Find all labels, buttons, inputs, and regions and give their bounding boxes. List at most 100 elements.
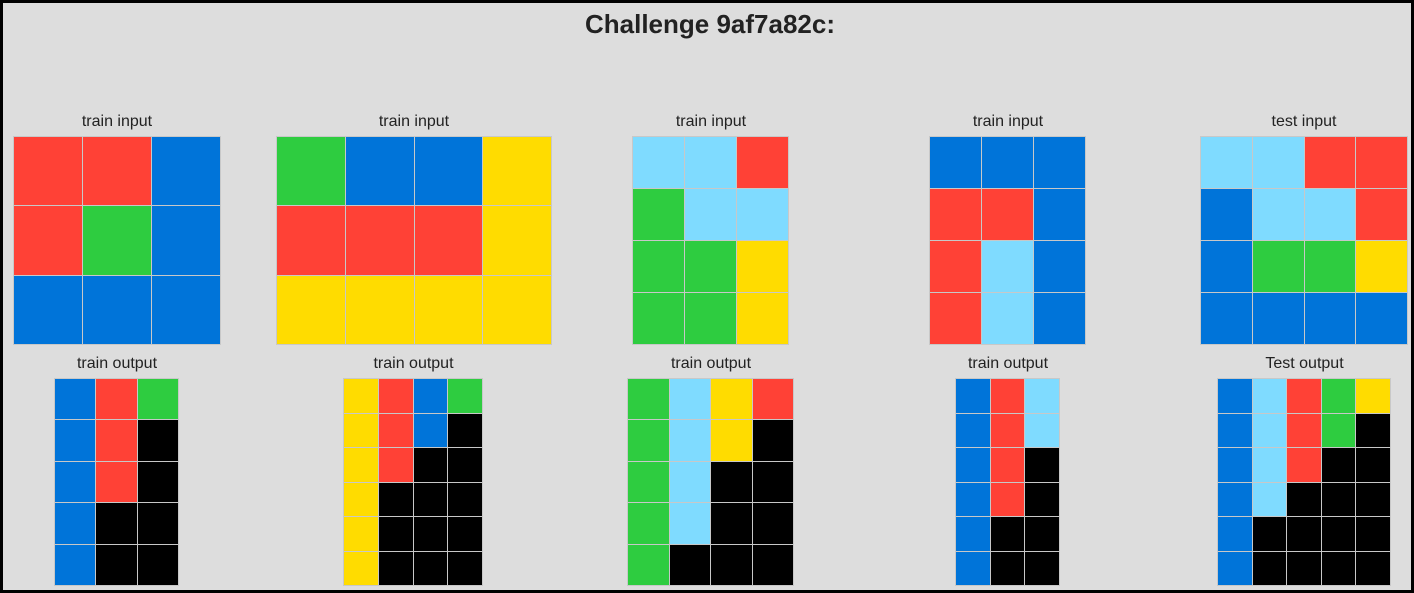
grid-cell [685, 189, 736, 240]
grid-cell [956, 517, 990, 551]
grid-cell [483, 137, 551, 206]
panel-4-output-label: train output [967, 355, 1049, 372]
grid-cell [483, 275, 551, 344]
grid-cell [96, 544, 137, 585]
grid-cell [711, 544, 752, 585]
grid-cell [930, 241, 981, 292]
grid-cell [14, 206, 82, 275]
grid-cell [448, 482, 482, 516]
grid-cell [1252, 379, 1287, 413]
grid-cell [990, 482, 1025, 516]
grid-cell [1218, 379, 1252, 413]
grid-cell [711, 379, 752, 420]
grid-cell [152, 206, 220, 275]
panel-1-input-label: train input [81, 113, 153, 130]
grid-cell [345, 137, 414, 206]
grid-cell [1321, 448, 1356, 482]
grid-cell [1201, 241, 1252, 292]
grid-cell [448, 517, 482, 551]
grid-cell [633, 293, 684, 344]
grid-cell [344, 448, 378, 482]
grid-cell [1218, 413, 1252, 447]
panel-3-input-grid [632, 136, 789, 345]
grid-cell [956, 448, 990, 482]
grid-cell [55, 379, 96, 420]
grid-cell [413, 517, 448, 551]
grid-cell [930, 189, 981, 240]
grid-cell [1304, 189, 1356, 240]
grid-cell [930, 137, 981, 188]
grid-cell [1252, 413, 1287, 447]
grid-cell [345, 206, 414, 275]
panel-5-output-label: Test output [1265, 355, 1344, 372]
grid-cell [344, 379, 378, 413]
grid-cell [378, 482, 413, 516]
panel-2-input-grid [276, 136, 552, 345]
grid-cell [96, 379, 137, 420]
grid-cell [669, 503, 710, 544]
grid-cell [633, 137, 684, 188]
grid-cell [711, 503, 752, 544]
grid-cell [1287, 551, 1321, 585]
grid-cell [737, 241, 788, 292]
panel-2-output-grid [343, 378, 483, 586]
grid-cell [413, 448, 448, 482]
grid-cell [990, 551, 1025, 585]
grid-cell [1304, 241, 1356, 292]
grid-cell [55, 503, 96, 544]
panel-1-output-grid [54, 378, 179, 586]
grid-cell [669, 379, 710, 420]
panel-2-output-label: train output [373, 355, 454, 372]
grid-cell [344, 551, 378, 585]
grid-cell [1201, 189, 1252, 240]
grid-cell [1287, 448, 1321, 482]
grid-cell [137, 379, 178, 420]
panel-5-output-grid [1217, 378, 1391, 586]
grid-cell [711, 420, 752, 461]
grid-cell [685, 293, 736, 344]
grid-cell [1218, 517, 1252, 551]
grid-cell [737, 293, 788, 344]
grid-cell [1252, 137, 1304, 188]
grid-cell [137, 503, 178, 544]
grid-cell [414, 275, 483, 344]
grid-cell [982, 241, 1033, 292]
panel-3-input-label: train input [675, 113, 747, 130]
grid-cell [669, 420, 710, 461]
grid-cell [1356, 517, 1390, 551]
grid-cell [1356, 413, 1390, 447]
grid-cell [137, 544, 178, 585]
panel-1-input-grid [13, 136, 221, 345]
grid-cell [378, 448, 413, 482]
grid-cell [1287, 482, 1321, 516]
grid-cell [752, 503, 793, 544]
grid-cell [628, 503, 669, 544]
grid-cell [633, 241, 684, 292]
grid-cell [277, 275, 345, 344]
grid-cell [1201, 293, 1252, 344]
grid-cell [1356, 137, 1407, 188]
grid-cell [1025, 517, 1059, 551]
panel-2-input-label: train input [378, 113, 450, 130]
grid-cell [448, 448, 482, 482]
panel-5-input-label: test input [1271, 113, 1337, 130]
grid-cell [1252, 448, 1287, 482]
grid-cell [448, 413, 482, 447]
grid-cell [1356, 379, 1390, 413]
grid-cell [1321, 379, 1356, 413]
grid-cell [1025, 551, 1059, 585]
grid-cell [1321, 413, 1356, 447]
grid-cell [628, 379, 669, 420]
panel-3-output-label: train output [670, 355, 752, 372]
grid-cell [1287, 413, 1321, 447]
grid-cell [1356, 293, 1407, 344]
grid-cell [96, 420, 137, 461]
grid-cell [752, 461, 793, 503]
grid-cell [1034, 137, 1085, 188]
grid-cell [152, 137, 220, 206]
grid-cell [413, 551, 448, 585]
grid-cell [83, 206, 151, 275]
grid-cell [378, 379, 413, 413]
grid-cell [1201, 137, 1252, 188]
grid-cell [990, 448, 1025, 482]
